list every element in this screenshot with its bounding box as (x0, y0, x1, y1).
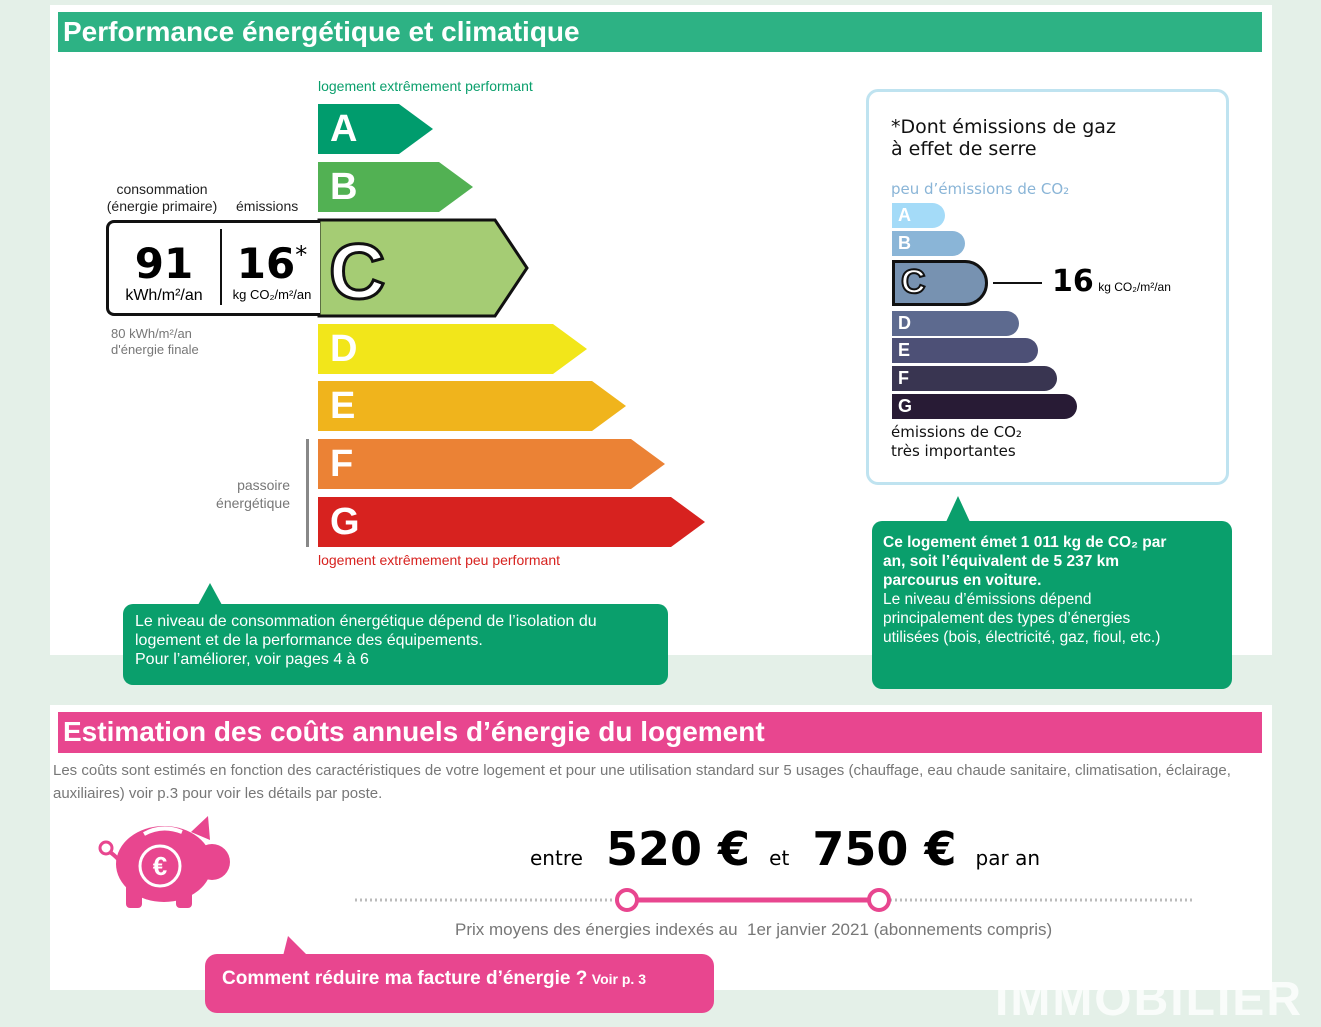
callout-line: Le niveau de consommation énergétique dé… (135, 613, 597, 630)
top-label: logement extrêmement performant (318, 78, 533, 94)
emissions-number: 16 (236, 239, 296, 288)
divider (220, 229, 222, 305)
ges-class-a: A (892, 203, 945, 228)
cost-max: 750 € (812, 822, 957, 876)
cost-range-slider (355, 888, 1195, 912)
ges-title-1: *Dont émissions de gaz (891, 116, 1116, 138)
energy-class-f: F (318, 439, 665, 489)
energy-class-letter: C (329, 227, 385, 315)
costs-description: Les coûts sont estimés en fonction des c… (53, 762, 1231, 802)
callout-line: Pour l’améliorer, voir pages 4 à 6 (135, 651, 369, 668)
ges-value-unit: kg CO₂/m²/an (1098, 280, 1171, 294)
ges-callout: Ce logement émet 1 011 kg de CO₂ par an,… (872, 521, 1232, 689)
final-energy: 80 kWh/m²/an d'énergie finale (111, 326, 199, 358)
reduce-bill-callout[interactable]: Comment réduire ma facture d’énergie ? V… (205, 954, 714, 1013)
reduce-bill-link[interactable]: Voir p. 3 (591, 971, 646, 987)
cost-range: entre 520 € et 750 € par an (530, 822, 1040, 876)
passoire-2: énergétique (216, 495, 290, 511)
consumption-callout: Le niveau de consommation énergétique dé… (123, 604, 668, 685)
asterisk: * (295, 241, 308, 269)
final-energy-value: 80 kWh/m²/an (111, 326, 192, 341)
ges-class-b: B (892, 231, 965, 256)
range-min-handle (615, 888, 639, 912)
ges-leader-line (993, 282, 1042, 284)
ges-value: 16 kg CO₂/m²/an (1052, 264, 1171, 299)
ges-title: *Dont émissions de gaz à effet de serre (891, 116, 1116, 160)
callout-line: an, soit l’équivalent de 5 237 km (883, 553, 1120, 570)
entre-label: entre (530, 846, 583, 870)
final-energy-label: d'énergie finale (111, 342, 199, 357)
ges-class-e: E (892, 338, 1038, 363)
callout-pointer (198, 583, 222, 605)
par-an-label: par an (975, 846, 1041, 870)
ges-bottom-2: très importantes (891, 442, 1016, 460)
energy-class-g: G (318, 497, 705, 547)
reduce-bill-text: Comment réduire ma facture d’énergie ? (222, 968, 588, 989)
et-label: et (769, 846, 790, 870)
callout-line: logement et de la performance des équipe… (135, 632, 483, 649)
emissions-label: émissions (236, 198, 299, 214)
energy-class-d: D (318, 324, 587, 374)
ges-bottom-1: émissions de CO₂ (891, 423, 1022, 441)
consumption-label: consommation (énergie primaire) (106, 181, 218, 215)
passoire-label: passoire énergétique (200, 476, 290, 512)
energy-class-b: B (318, 162, 473, 212)
callout-line: utilisées (bois, électricité, gaz, fioul… (883, 629, 1161, 646)
consumption-label-2: (énergie primaire) (106, 198, 218, 214)
value-box: 91 kWh/m²/an 16* kg CO₂/m²/an (106, 220, 320, 316)
energy-class-e: E (318, 381, 626, 431)
ges-class-f: F (892, 366, 1057, 391)
cost-min: 520 € (606, 822, 751, 876)
callout-line: parcourus en voiture. (883, 572, 1042, 589)
consumption-unit: kWh/m²/an (125, 287, 203, 304)
bottom-label: logement extrêmement peu performant (318, 552, 561, 568)
ges-top-label: peu d’émissions de CO₂ (891, 180, 1070, 198)
piggy-bank-icon: € (98, 816, 230, 908)
passoire-1: passoire (237, 477, 290, 493)
prices-note: Prix moyens des énergies indexés au 1er … (455, 920, 1053, 939)
svg-text:€: € (153, 851, 167, 881)
emissions-unit: kg CO₂/m²/an (232, 287, 312, 302)
performance-title: Performance énergétique et climatique (58, 12, 1262, 52)
emissions-value: 16* (224, 239, 320, 288)
ges-bottom-label: émissions de CO₂ très importantes (891, 423, 1022, 461)
ges-class-g: G (892, 394, 1077, 419)
energy-class-c: C (317, 218, 529, 318)
ges-class-d: D (892, 311, 1019, 336)
consumption-label-1: consommation (116, 181, 208, 197)
ges-value-number: 16 (1052, 264, 1094, 299)
ges-title-2: à effet de serre (891, 138, 1037, 160)
watermark: IMMOBILIER (995, 973, 1303, 1026)
passoire-bracket (306, 439, 309, 547)
ges-class-c: C (892, 260, 988, 306)
consumption-value: 91 (134, 239, 194, 288)
callout-line: principalement des types d’énergies (883, 610, 1131, 627)
ges-callout-pointer (946, 496, 970, 522)
callout-line: Le niveau d’émissions dépend (883, 591, 1092, 608)
callout-line: Ce logement émet 1 011 kg de CO₂ par (883, 534, 1167, 551)
costs-title: Estimation des coûts annuels d’énergie d… (58, 712, 1262, 753)
range-max-handle (867, 888, 891, 912)
